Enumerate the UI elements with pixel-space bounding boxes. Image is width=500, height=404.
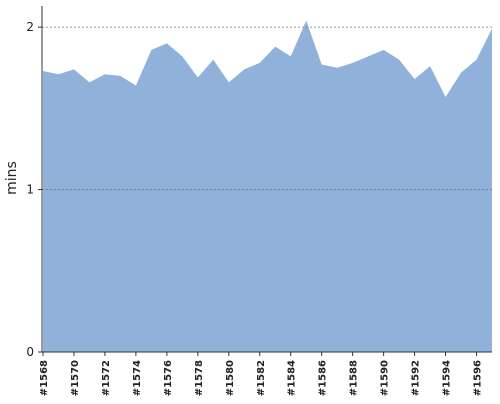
x-tick-label: #1590 <box>380 360 391 396</box>
x-tick-label: #1584 <box>287 360 298 396</box>
area <box>43 20 492 352</box>
x-tick-label: #1582 <box>256 360 267 396</box>
x-tick-label: #1596 <box>473 360 484 396</box>
x-tick-label: #1574 <box>132 360 143 396</box>
x-tick-label: #1570 <box>70 360 81 396</box>
x-tick-label: #1578 <box>194 360 205 396</box>
x-tick-label: #1576 <box>163 360 174 396</box>
x-tick-label: #1572 <box>101 360 112 396</box>
x-tick-label: #1586 <box>318 360 329 396</box>
y-tick-label: 1 <box>26 183 34 197</box>
x-tick-label: #1594 <box>442 360 453 396</box>
x-tick-label: #1580 <box>225 360 236 396</box>
x-tick-label: #1568 <box>39 360 50 396</box>
x-tick-label: #1588 <box>349 360 360 396</box>
x-tick-label: #1592 <box>411 360 422 396</box>
y-tick-label: 0 <box>26 345 34 359</box>
y-axis-label: mins <box>4 161 20 195</box>
y-tick-label: 2 <box>26 20 34 34</box>
